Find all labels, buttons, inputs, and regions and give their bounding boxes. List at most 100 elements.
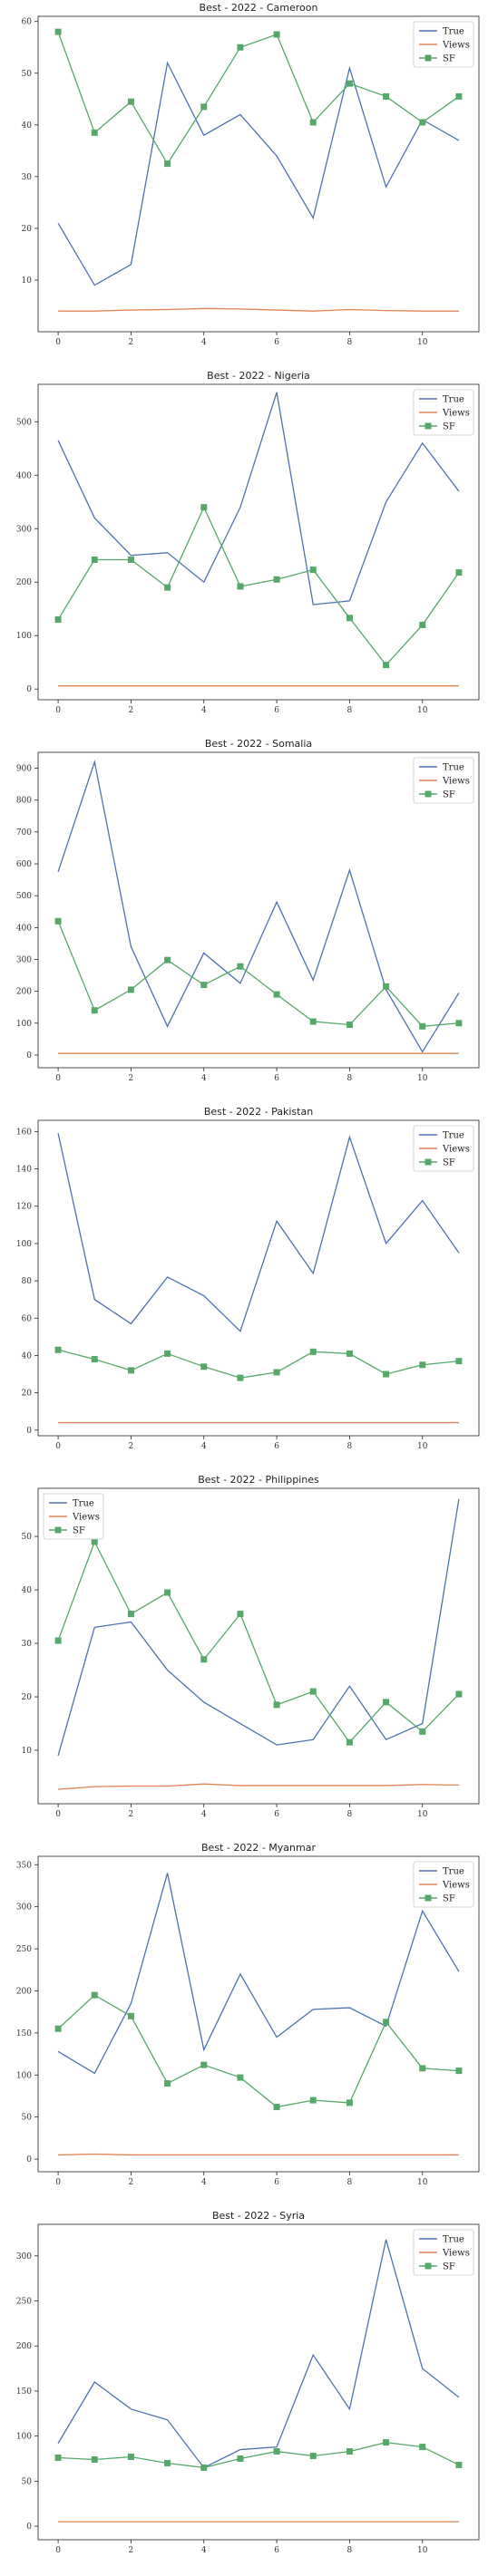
data-point bbox=[237, 583, 244, 590]
x-tick-label: 0 bbox=[55, 1074, 61, 1083]
x-tick-label: 10 bbox=[417, 1442, 428, 1451]
y-tick-label: 40 bbox=[22, 121, 33, 131]
legend: True Views SF bbox=[413, 1125, 474, 1172]
y-tick-label: 120 bbox=[16, 1203, 32, 1212]
data-point bbox=[237, 2455, 244, 2463]
data-point bbox=[383, 983, 390, 990]
data-point bbox=[273, 1369, 280, 1376]
x-tick-label: 4 bbox=[201, 2546, 207, 2555]
x-tick-label: 6 bbox=[274, 1074, 279, 1083]
x-tick-label: 8 bbox=[347, 706, 353, 715]
series-line-sf bbox=[57, 1994, 459, 2108]
chart-panel: Best - 2022 - Pakistan 0 2 4 6 8 10 0 20 40 60 80 10… bbox=[0, 1104, 488, 1472]
data-point bbox=[273, 991, 280, 998]
y-tick-label: 30 bbox=[22, 173, 33, 182]
data-point bbox=[237, 2074, 244, 2081]
data-point bbox=[419, 621, 426, 628]
data-point bbox=[419, 1022, 426, 1030]
y-tick-label: 100 bbox=[16, 1240, 32, 1249]
x-tick-label: 10 bbox=[417, 1074, 428, 1083]
data-point bbox=[127, 98, 134, 105]
chart-title: Best - 2022 - Myanmar bbox=[201, 1842, 316, 1854]
data-point bbox=[455, 1358, 463, 1365]
x-tick-label: 2 bbox=[129, 338, 134, 347]
legend: True Views SF bbox=[413, 1861, 474, 1908]
data-point bbox=[309, 2453, 317, 2460]
chart-title: Best - 2022 - Pakistan bbox=[204, 1106, 313, 1118]
data-point bbox=[455, 1690, 463, 1698]
data-point bbox=[54, 616, 62, 624]
y-tick-label: 50 bbox=[22, 2114, 33, 2123]
data-point bbox=[309, 119, 317, 126]
y-tick-label: 0 bbox=[26, 685, 32, 694]
y-tick-label: 0 bbox=[26, 2523, 32, 2532]
data-point bbox=[346, 1022, 353, 1029]
legend-marker bbox=[425, 54, 432, 62]
legend-label: SF bbox=[443, 1894, 455, 1904]
x-tick-label: 8 bbox=[347, 1074, 353, 1083]
x-tick-label: 6 bbox=[274, 1810, 279, 1819]
plot-frame bbox=[37, 15, 480, 333]
plot-frame bbox=[37, 2223, 480, 2541]
data-point bbox=[237, 1611, 244, 1618]
data-point bbox=[200, 2061, 208, 2068]
x-tick-label: 0 bbox=[55, 706, 61, 715]
legend-label: SF bbox=[73, 1526, 85, 1536]
y-tick-label: 160 bbox=[16, 1128, 32, 1137]
data-point bbox=[200, 1363, 208, 1370]
data-point bbox=[127, 1611, 134, 1618]
x-tick-label: 8 bbox=[347, 1810, 353, 1819]
y-tick-label: 400 bbox=[16, 471, 32, 480]
legend-label: SF bbox=[443, 1158, 455, 1168]
y-tick-label: 40 bbox=[22, 1351, 33, 1361]
series-line-sf bbox=[57, 31, 460, 165]
data-point bbox=[419, 2444, 426, 2451]
y-tick-label: 300 bbox=[16, 1903, 32, 1913]
data-point bbox=[273, 31, 280, 38]
legend-label: True bbox=[443, 395, 464, 405]
data-point bbox=[237, 1374, 244, 1381]
legend-marker bbox=[54, 1526, 62, 1534]
x-tick-label: 10 bbox=[417, 338, 428, 347]
data-point bbox=[54, 2025, 62, 2032]
y-tick-label: 0 bbox=[26, 2155, 32, 2164]
y-tick-label: 300 bbox=[16, 955, 32, 964]
y-tick-label: 200 bbox=[16, 578, 32, 587]
legend-label: True bbox=[443, 27, 464, 37]
data-point bbox=[200, 982, 208, 989]
series-line-sf bbox=[58, 2441, 460, 2469]
data-point bbox=[164, 584, 171, 591]
y-tick-label: 100 bbox=[16, 2071, 32, 2080]
x-tick-label: 4 bbox=[201, 1810, 207, 1819]
series-line-true bbox=[57, 1498, 460, 1757]
data-point bbox=[273, 1701, 280, 1709]
chart-panel: Best - 2022 - Syria 0 2 4 6 8 10 0 50 100 150 200 25… bbox=[0, 2208, 488, 2576]
y-tick-label: 60 bbox=[22, 1314, 33, 1323]
legend: True Views SF bbox=[413, 21, 474, 68]
data-point bbox=[127, 2012, 134, 2019]
y-tick-label: 60 bbox=[22, 18, 33, 27]
data-point bbox=[54, 917, 62, 925]
plot-frame bbox=[37, 1487, 480, 1805]
series-line-true bbox=[57, 2239, 460, 2469]
x-tick-label: 2 bbox=[129, 2178, 134, 2187]
x-tick-label: 8 bbox=[347, 2178, 353, 2187]
y-tick-label: 10 bbox=[22, 1747, 33, 1756]
data-point bbox=[346, 615, 353, 622]
y-tick-label: 500 bbox=[16, 418, 32, 427]
legend-label: SF bbox=[443, 2262, 455, 2272]
y-tick-label: 300 bbox=[16, 525, 32, 534]
legend-marker bbox=[425, 422, 432, 430]
legend-label: Views bbox=[72, 1513, 100, 1523]
series-line-true bbox=[57, 61, 460, 286]
legend-label: Views bbox=[442, 1881, 470, 1891]
legend-marker bbox=[425, 1894, 432, 1902]
legend-label: Views bbox=[442, 1145, 470, 1155]
data-point bbox=[383, 662, 390, 669]
data-point bbox=[127, 2454, 134, 2461]
data-point bbox=[91, 1538, 98, 1545]
data-point bbox=[455, 1020, 463, 1027]
x-tick-label: 2 bbox=[129, 1442, 134, 1451]
x-tick-label: 10 bbox=[417, 2178, 428, 2187]
